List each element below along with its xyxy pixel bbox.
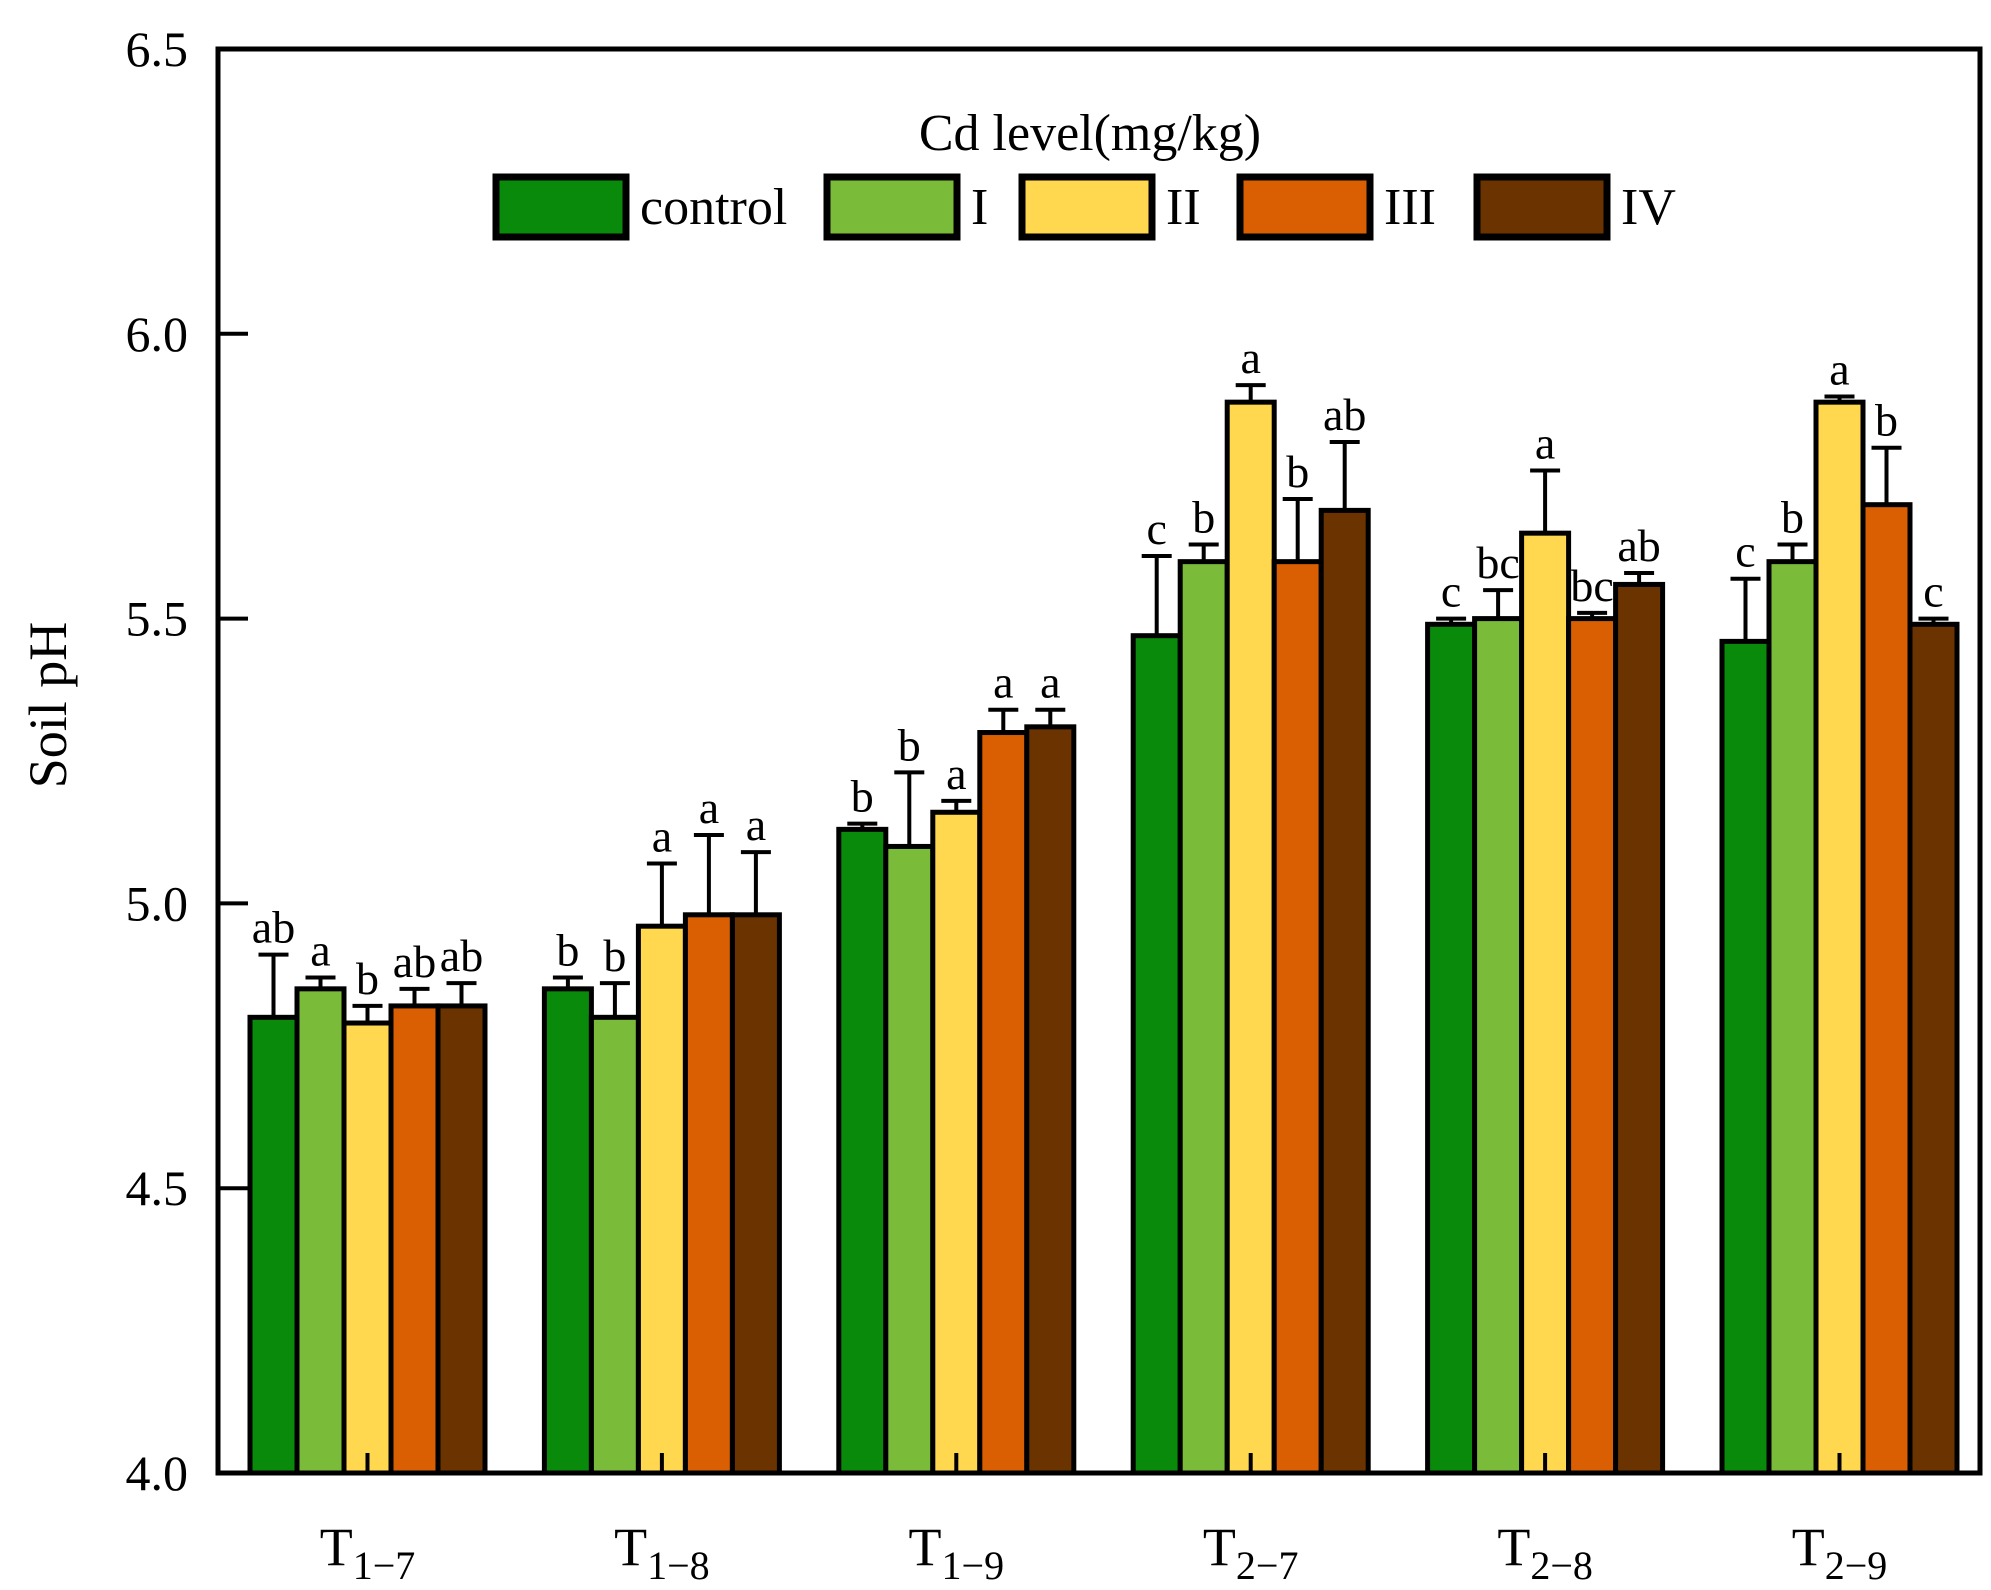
bar-iii-5	[1860, 502, 1913, 1476]
bar-iii-3	[1271, 559, 1324, 1476]
legend-label-iv: IV	[1621, 179, 1676, 236]
legend-label-iii: III	[1384, 179, 1436, 236]
legend: Cd level(mg/kg) control I II III IV	[492, 105, 1676, 241]
significance-letter-ii-3: a	[1240, 332, 1260, 383]
plot-frame	[215, 46, 1983, 1476]
bar-iv-0	[435, 1003, 488, 1476]
y-tick-label-2: 5.0	[126, 875, 189, 931]
x-tick-label-4: T2−8	[1497, 1517, 1593, 1588]
legend-swatch-ii	[1018, 173, 1156, 241]
significance-letter-iii-4: bc	[1570, 560, 1613, 611]
bar-iv-1	[729, 912, 782, 1476]
bar-i-4	[1472, 616, 1525, 1476]
significance-letter-iii-2: a	[993, 657, 1013, 708]
significance-letter-iv-1: a	[746, 799, 766, 850]
significance-letter-iv-3: ab	[1323, 389, 1366, 440]
legend-swatch-i	[823, 173, 961, 241]
significance-letter-ii-2: a	[946, 748, 966, 799]
y-tick-label-4: 6.0	[126, 306, 189, 362]
significance-letter-i-4: bc	[1476, 537, 1519, 588]
x-tick-label-1: T1−8	[614, 1517, 710, 1588]
y-tick-label-3: 5.5	[126, 591, 189, 647]
significance-letter-iv-0: ab	[440, 930, 483, 981]
legend-label-ii: II	[1166, 179, 1201, 236]
bar-iii-0	[388, 1003, 441, 1476]
bar-control-5	[1719, 638, 1772, 1476]
legend-label-control: control	[640, 179, 787, 236]
bar-control-3	[1130, 633, 1183, 1476]
significance-letter-i-0: a	[310, 924, 330, 975]
significance-letter-i-2: b	[898, 719, 921, 770]
significance-letter-i-1: b	[603, 930, 626, 981]
significance-letter-iii-0: ab	[393, 936, 436, 987]
bar-ii-1	[635, 923, 688, 1476]
significance-letter-iii-3: b	[1286, 446, 1309, 497]
x-tick-label-2: T1−9	[909, 1517, 1005, 1588]
bar-control-2	[836, 826, 889, 1476]
legend-swatch-iv	[1473, 173, 1611, 241]
significance-letter-ii-1: a	[652, 811, 672, 862]
bar-ii-3	[1224, 399, 1277, 1476]
bar-iv-2	[1024, 724, 1077, 1476]
y-tick-label-0: 4.0	[126, 1445, 189, 1501]
significance-letter-iv-2: a	[1040, 657, 1060, 708]
error-bars-layer	[258, 383, 1949, 1024]
legend-title: Cd level(mg/kg)	[919, 105, 1261, 162]
significance-letter-iv-5: c	[1923, 566, 1943, 617]
bar-control-1	[541, 986, 594, 1476]
bar-ii-4	[1519, 530, 1572, 1476]
bar-iii-4	[1566, 616, 1619, 1476]
legend-swatch-iii	[1236, 173, 1374, 241]
legend-label-i: I	[971, 179, 988, 236]
significance-letter-control-5: c	[1735, 526, 1755, 577]
significance-letter-iii-1: a	[699, 782, 719, 833]
bar-iii-2	[977, 730, 1030, 1476]
significance-letter-i-3: b	[1192, 492, 1215, 543]
bar-ii-5	[1813, 399, 1866, 1476]
significance-letter-ii-0: b	[356, 953, 379, 1004]
significance-letter-ii-5: a	[1829, 343, 1849, 394]
bar-ii-2	[930, 809, 983, 1476]
bar-i-0	[294, 986, 347, 1476]
significance-letter-control-3: c	[1146, 503, 1166, 554]
bar-control-4	[1425, 621, 1478, 1476]
bar-control-0	[247, 1014, 300, 1476]
significance-letter-i-5: b	[1781, 492, 1804, 543]
x-tick-label-0: T1−7	[320, 1517, 416, 1588]
significance-letter-iv-4: ab	[1617, 520, 1660, 571]
x-tick-label-3: T2−7	[1203, 1517, 1299, 1588]
bar-iv-4	[1613, 581, 1666, 1476]
bar-iv-3	[1318, 507, 1371, 1476]
y-tick-label-1: 4.5	[126, 1160, 189, 1216]
legend-swatch-control	[492, 173, 630, 241]
x-tick-label-5: T2−9	[1792, 1517, 1888, 1588]
bar-i-3	[1177, 559, 1230, 1476]
bar-ii-0	[341, 1020, 394, 1476]
bar-iv-5	[1907, 621, 1960, 1476]
y-axis: 4.0 4.5 5.0 5.5 6.0 6.5	[126, 21, 248, 1501]
y-axis-label: Soil pH	[18, 622, 78, 789]
significance-letter-control-1: b	[556, 924, 579, 975]
y-tick-label-5: 6.5	[126, 21, 189, 77]
significance-letter-ii-4: a	[1535, 418, 1555, 469]
bar-i-5	[1766, 559, 1819, 1476]
significance-letter-iii-5: b	[1875, 395, 1898, 446]
bars-layer	[247, 399, 1960, 1476]
significance-letter-control-2: b	[851, 771, 874, 822]
x-axis: T1−7 T1−8 T1−9 T2−7 T2−8 T2−9	[320, 1453, 1888, 1588]
bar-iii-1	[682, 912, 735, 1476]
bar-i-2	[883, 843, 936, 1476]
significance-letter-control-4: c	[1441, 566, 1461, 617]
significance-letter-control-0: ab	[252, 902, 295, 953]
bar-i-1	[588, 1014, 641, 1476]
